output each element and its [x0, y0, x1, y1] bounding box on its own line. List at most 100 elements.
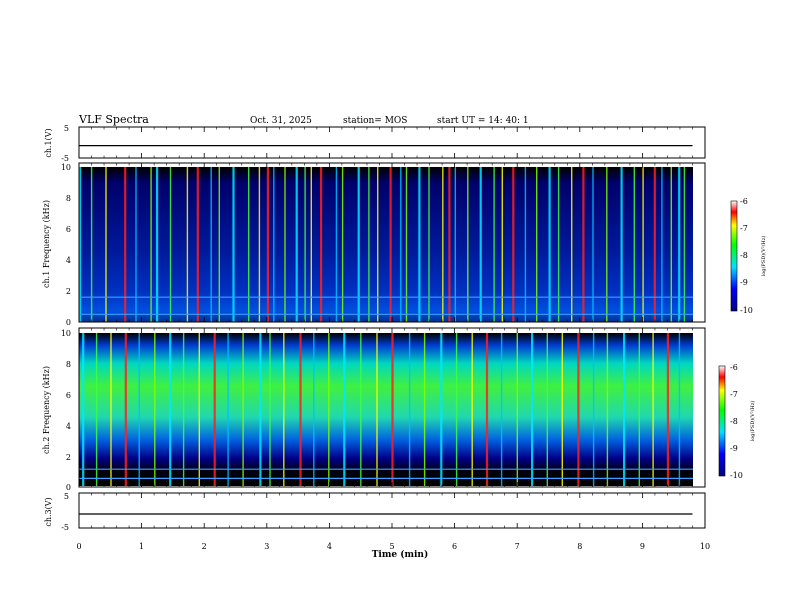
spectral-spike — [304, 167, 306, 322]
x-axis-label: Time (min) — [372, 549, 429, 560]
spectral-spike — [389, 167, 392, 322]
spectral-spike — [210, 167, 212, 322]
ch1-cb-tick-8: -8 — [740, 251, 748, 260]
ch1-colorbar-scale — [730, 200, 738, 312]
spectral-spike — [548, 167, 551, 322]
spectral-spike — [516, 333, 518, 486]
spectral-spike — [642, 167, 644, 322]
spectral-spike — [561, 333, 563, 486]
spectral-spike — [653, 167, 656, 322]
x-tick-label: 6 — [452, 542, 457, 551]
spectral-spike — [678, 167, 681, 322]
spectral-spike — [479, 167, 482, 322]
spectral-spike — [110, 333, 112, 486]
spectral-spike — [248, 167, 250, 322]
spectral-spike — [105, 167, 107, 322]
x-tick-label: 9 — [640, 542, 645, 551]
spectral-spike — [328, 333, 330, 486]
spectral-spike — [620, 167, 623, 322]
ch1-colorbar: -6 -7 -8 -9 -10 log(PSD)(V²/Hz) — [730, 197, 767, 315]
spectral-spike — [606, 333, 609, 486]
x-tick-label: 1 — [139, 542, 144, 551]
spectral-spike — [313, 333, 315, 486]
spectral-spike — [546, 333, 548, 486]
spectral-spike — [82, 333, 85, 486]
spectral-spike — [95, 333, 98, 486]
spectral-spike — [493, 167, 495, 322]
spectral-spike — [440, 333, 443, 486]
spectral-spike — [376, 333, 378, 486]
ch1-colorbar-label: log(PSD)(V²/Hz) — [760, 236, 767, 277]
spectral-spike — [218, 167, 220, 322]
ch2-cb-tick-9: -9 — [730, 444, 738, 453]
ch2-freq-tick-10: 10 — [61, 329, 71, 338]
ch3-voltage-ylabel: ch.3(V) — [44, 497, 53, 526]
x-tick-label: 0 — [76, 542, 81, 551]
spectral-spike — [79, 167, 82, 322]
ch1-ytick-top: 5 — [64, 124, 69, 133]
spectral-spike — [357, 167, 360, 322]
spectral-spike — [269, 333, 271, 486]
spectral-spike — [683, 167, 686, 322]
spectral-spike — [320, 167, 323, 322]
spectral-spike — [227, 333, 229, 486]
spectral-spike — [198, 333, 200, 486]
x-tick-label: 10 — [700, 542, 710, 551]
spectral-spike — [182, 333, 185, 486]
ch1-freq-tick-10: 10 — [61, 163, 71, 172]
spectral-spike — [377, 167, 379, 322]
spectral-spike — [335, 167, 338, 322]
x-tick-label: 5 — [389, 542, 394, 551]
spectral-spike — [500, 333, 503, 486]
ch2-spectrogram-ylabel: ch.2 Frequency (kHz) — [42, 366, 51, 454]
spectral-spike — [135, 167, 137, 322]
spectral-spike — [232, 167, 235, 322]
spectral-spike — [501, 167, 503, 322]
spectral-spike — [156, 167, 159, 322]
spectral-spike — [582, 167, 585, 322]
spectral-spike — [242, 333, 244, 486]
ch1-spike-group — [79, 167, 693, 322]
spectral-spike — [531, 333, 534, 486]
ch2-colorbar-scale — [718, 365, 726, 477]
ch2-spike-group — [79, 333, 693, 486]
x-tick-label: 7 — [515, 542, 520, 551]
ch1-cb-tick-6: -6 — [740, 197, 748, 206]
spectral-spike — [666, 333, 669, 486]
x-axis-tick-labels: 0 1 2 3 4 5 6 7 8 9 10 — [76, 542, 710, 551]
spectral-spike — [577, 333, 580, 486]
ch2-colorbar-label: log(PSD)(V²/Hz) — [749, 401, 756, 442]
spectral-spike — [400, 167, 402, 322]
spectral-spike — [186, 167, 189, 322]
spectral-spike — [259, 333, 262, 486]
spectral-spike — [258, 167, 261, 322]
spectral-spike — [678, 333, 681, 486]
spectral-spike — [471, 333, 473, 486]
spectral-spike — [418, 167, 421, 322]
spectral-spike — [360, 333, 362, 486]
figure-title: VLF Spectra — [78, 113, 149, 126]
x-tick-label: 4 — [327, 542, 332, 551]
ch2-cb-tick-6: -6 — [730, 363, 738, 372]
spectral-spike — [524, 167, 527, 322]
ch2-freq-tick-8: 8 — [66, 360, 71, 369]
spectral-spike — [633, 167, 635, 322]
ch2-freq-tick-2: 2 — [66, 453, 71, 462]
spectral-spike — [448, 167, 451, 322]
spectral-spike — [90, 167, 93, 322]
ch3-voltage-frame — [78, 492, 706, 529]
ch3-voltage-panel: 5 -5 ch.3(V) — [44, 492, 706, 532]
ch2-spectrogram-panel: 10 8 6 4 2 0 ch.2 Frequency (kHz) — [42, 327, 706, 492]
ch2-spectrogram-background — [79, 333, 693, 486]
ch3-ytick-top: 5 — [64, 492, 69, 501]
ch2-freq-tick-4: 4 — [66, 422, 71, 431]
spectral-spike — [299, 333, 302, 486]
spectral-spike — [423, 333, 426, 486]
ch1-voltage-panel: 5 -5 ch.1(V) — [44, 124, 706, 163]
spectral-spike — [266, 167, 269, 322]
spectral-spike — [150, 167, 152, 322]
spectral-spike — [592, 333, 595, 486]
date-label: Oct. 31, 2025 — [250, 116, 312, 126]
spectral-spike — [512, 167, 515, 322]
ch1-freq-tick-6: 6 — [66, 225, 71, 234]
